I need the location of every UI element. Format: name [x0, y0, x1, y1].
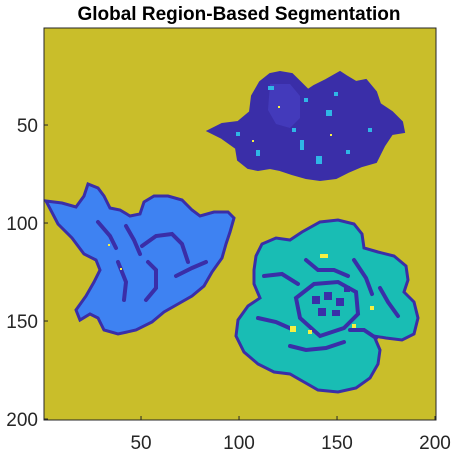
y-tick-label: 100: [6, 214, 38, 235]
y-tick-label: 200: [6, 410, 38, 431]
x-tick-label: 150: [321, 433, 353, 454]
x-tick-label: 200: [419, 433, 451, 454]
y-tick-label: 50: [17, 116, 38, 137]
image-area: [44, 28, 436, 420]
y-axis-ticks: 50 100 150 200: [6, 116, 48, 431]
x-tick-label: 50: [130, 433, 151, 454]
y-tick-label: 150: [6, 312, 38, 333]
chart-title: Global Region-Based Segmentation: [77, 4, 400, 25]
x-tick-label: 100: [223, 433, 255, 454]
x-axis-ticks: 50 100 150 200: [130, 416, 450, 454]
